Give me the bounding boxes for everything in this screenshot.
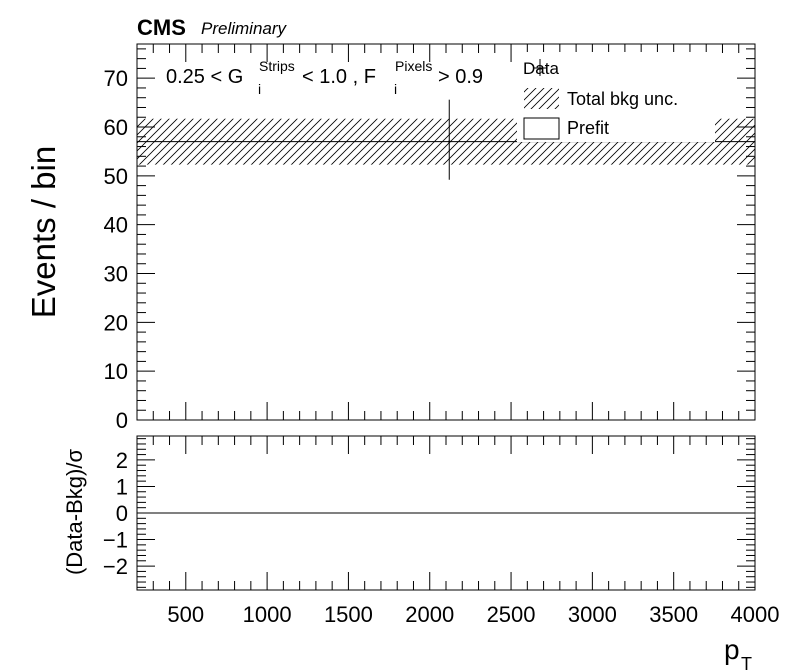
legend-unc-entry: Total bkg unc. (524, 88, 678, 109)
x-tick-label: 3500 (649, 602, 698, 627)
main-x-ticks (136, 44, 756, 420)
main-y-tick-label: 0 (116, 408, 128, 433)
selection-mid: < 1.0 , F (302, 66, 376, 88)
x-tick-label: 1500 (324, 602, 373, 627)
x-tick-label: 2000 (405, 602, 454, 627)
ratio-y-axis-label: (Data-Bkg)/σ (62, 449, 87, 575)
legend-hatch-swatch (524, 88, 559, 109)
ratio-frame (136, 435, 756, 591)
x-tick-label: 2500 (487, 602, 536, 627)
selection-lower: 0.25 < G (166, 66, 243, 88)
main-y-axis-label: Events / bin (25, 146, 62, 318)
x-tick-label: 3000 (568, 602, 617, 627)
main-y-tick-label: 20 (104, 310, 128, 335)
main-y-tick-label: 40 (104, 213, 128, 238)
legend-unc-label: Total bkg unc. (567, 89, 678, 109)
x-axis-label-sub: T (741, 654, 752, 672)
ratio-y-tick-label: −2 (103, 554, 128, 579)
preliminary-label: Preliminary (201, 19, 288, 38)
x-tick-label: 1000 (243, 602, 292, 627)
legend-data-entry: Data (523, 59, 559, 78)
x-tick-label: 4000 (731, 602, 780, 627)
ratio-y-tick-label: 2 (116, 448, 128, 473)
main-y-tick-label: 10 (104, 359, 128, 384)
main-panel: 0 10 20 30 40 50 60 70 Events / bin 0.25 < G St… (25, 43, 756, 433)
ratio-y-tick-label: −1 (103, 528, 128, 553)
x-axis-label: p (724, 634, 740, 665)
main-frame (136, 43, 756, 421)
selection-f-sup: Pixels (395, 58, 432, 74)
main-y-tick-label: 30 (104, 262, 128, 287)
main-y-tick-label: 60 (104, 115, 128, 140)
x-tick-label: 500 (167, 602, 204, 627)
legend: Data Total bkg unc. Prefit (517, 52, 715, 142)
ratio-x-ticks: 500 1000 1500 2000 2500 3000 3500 4000 (136, 436, 780, 627)
ratio-y-tick-label: 1 (116, 474, 128, 499)
legend-prefit-label: Prefit (567, 118, 609, 138)
main-y-tick-label: 50 (104, 164, 128, 189)
selection-g-sub: i (258, 81, 261, 97)
main-y-ticks: 0 10 20 30 40 50 60 70 (104, 48, 755, 433)
selection-upper: > 0.9 (438, 66, 483, 88)
data-points (448, 99, 451, 180)
selection-f-sub: i (394, 81, 397, 97)
legend-data-label: Data (523, 59, 559, 78)
legend-prefit-entry: Prefit (523, 117, 609, 140)
data-point-marker (448, 140, 451, 143)
selection-g-sup: Strips (259, 58, 295, 74)
main-y-tick-label: 70 (104, 66, 128, 91)
legend-prefit-swatch (523, 117, 560, 140)
ratio-y-tick-label: 0 (116, 501, 128, 526)
cms-label: CMS (137, 15, 186, 40)
selection-annotation: 0.25 < G Strips i < 1.0 , F Pixels i > 0… (166, 58, 483, 97)
